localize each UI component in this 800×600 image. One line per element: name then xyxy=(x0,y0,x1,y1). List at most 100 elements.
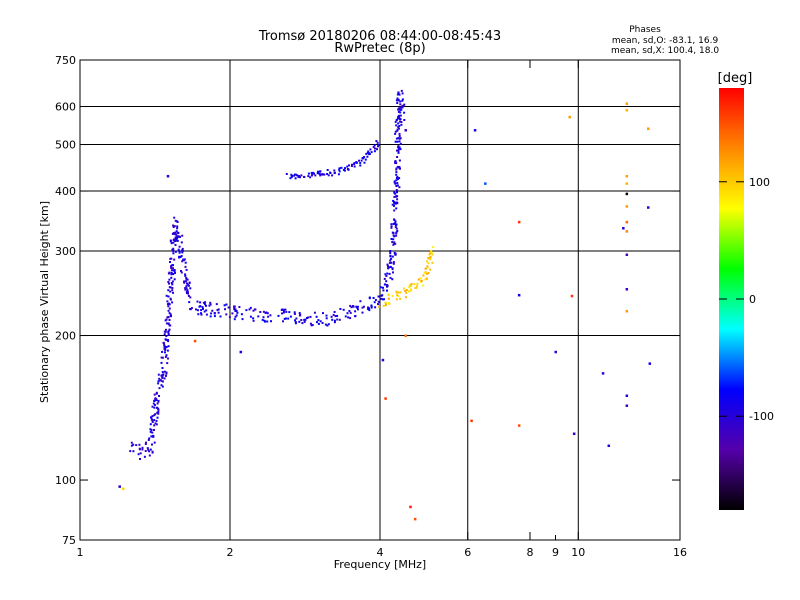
data-point xyxy=(373,301,376,304)
data-point xyxy=(173,270,176,273)
data-point xyxy=(180,255,183,257)
data-point xyxy=(399,142,402,145)
data-point xyxy=(300,174,303,177)
data-point xyxy=(313,172,315,175)
data-point xyxy=(186,278,189,281)
data-point xyxy=(344,315,347,318)
data-point xyxy=(171,289,174,292)
data-point xyxy=(430,251,433,254)
data-point xyxy=(400,121,403,123)
data-point xyxy=(398,93,401,96)
data-point xyxy=(403,103,406,106)
data-point xyxy=(160,361,163,364)
data-point xyxy=(200,313,203,316)
data-point xyxy=(385,280,388,283)
data-point xyxy=(231,312,234,315)
data-point xyxy=(208,304,211,307)
phases-x-stats: mean, sd,X: 100.4, 18.0 xyxy=(611,46,719,56)
data-point xyxy=(388,272,391,275)
data-point xyxy=(350,306,353,309)
data-point xyxy=(174,244,177,246)
data-point xyxy=(385,275,388,277)
data-point xyxy=(262,310,265,313)
data-point xyxy=(181,250,184,252)
data-point xyxy=(174,236,177,239)
data-point xyxy=(184,261,187,264)
data-point xyxy=(377,303,379,306)
data-point xyxy=(170,273,173,276)
data-point xyxy=(150,429,153,432)
data-point xyxy=(288,311,291,314)
data-point xyxy=(426,266,429,269)
data-point xyxy=(157,382,160,385)
data-point xyxy=(409,288,412,291)
data-point xyxy=(374,147,377,150)
data-point xyxy=(304,318,307,321)
data-point xyxy=(166,174,170,178)
data-point xyxy=(327,323,330,326)
data-point xyxy=(410,289,413,292)
data-point xyxy=(331,318,334,321)
data-point xyxy=(159,379,162,382)
data-point xyxy=(393,181,396,184)
data-point xyxy=(625,109,629,112)
data-point xyxy=(252,319,255,322)
data-point xyxy=(179,235,181,238)
data-point xyxy=(625,192,629,196)
data-point xyxy=(318,170,321,173)
data-point xyxy=(408,286,411,289)
data-point xyxy=(363,161,366,164)
data-point xyxy=(168,319,171,321)
data-point xyxy=(139,458,141,460)
data-point xyxy=(158,395,160,397)
data-point xyxy=(152,434,155,437)
data-point xyxy=(394,140,397,143)
data-point xyxy=(164,355,167,358)
data-point xyxy=(398,116,401,119)
data-point xyxy=(185,287,188,290)
data-point xyxy=(158,387,161,390)
data-point xyxy=(197,313,200,316)
data-point xyxy=(381,294,384,297)
data-point xyxy=(396,165,399,168)
colorbar-tick-label: 0 xyxy=(749,293,756,306)
x-tick-label: 6 xyxy=(464,546,471,559)
data-point xyxy=(155,419,158,422)
data-point xyxy=(384,273,387,276)
data-point xyxy=(398,135,401,137)
data-point xyxy=(289,177,292,180)
data-point xyxy=(387,294,390,297)
data-point xyxy=(399,118,402,121)
data-point xyxy=(403,111,406,114)
data-point xyxy=(303,320,306,323)
data-point xyxy=(389,259,392,262)
data-point xyxy=(249,315,252,318)
data-point xyxy=(392,199,395,202)
data-point xyxy=(408,290,410,293)
data-point xyxy=(169,261,171,263)
data-point xyxy=(416,285,419,288)
data-point xyxy=(357,308,359,311)
data-point xyxy=(283,317,286,320)
data-point xyxy=(517,293,521,297)
data-point xyxy=(240,313,243,316)
data-point xyxy=(135,444,138,447)
data-point xyxy=(146,447,149,450)
data-point xyxy=(213,315,216,318)
data-point xyxy=(315,315,318,318)
data-point xyxy=(294,319,296,322)
data-point xyxy=(336,314,339,317)
data-point xyxy=(361,306,364,309)
data-point xyxy=(294,321,297,323)
data-point xyxy=(429,258,432,261)
data-point xyxy=(186,282,188,285)
data-point xyxy=(169,240,172,243)
data-point xyxy=(144,450,147,452)
data-point xyxy=(157,380,160,383)
data-point xyxy=(153,393,156,396)
data-point xyxy=(172,267,174,270)
data-point xyxy=(398,146,401,149)
data-point xyxy=(248,308,251,311)
y-tick-label: 600 xyxy=(55,101,76,114)
data-point xyxy=(317,319,320,322)
